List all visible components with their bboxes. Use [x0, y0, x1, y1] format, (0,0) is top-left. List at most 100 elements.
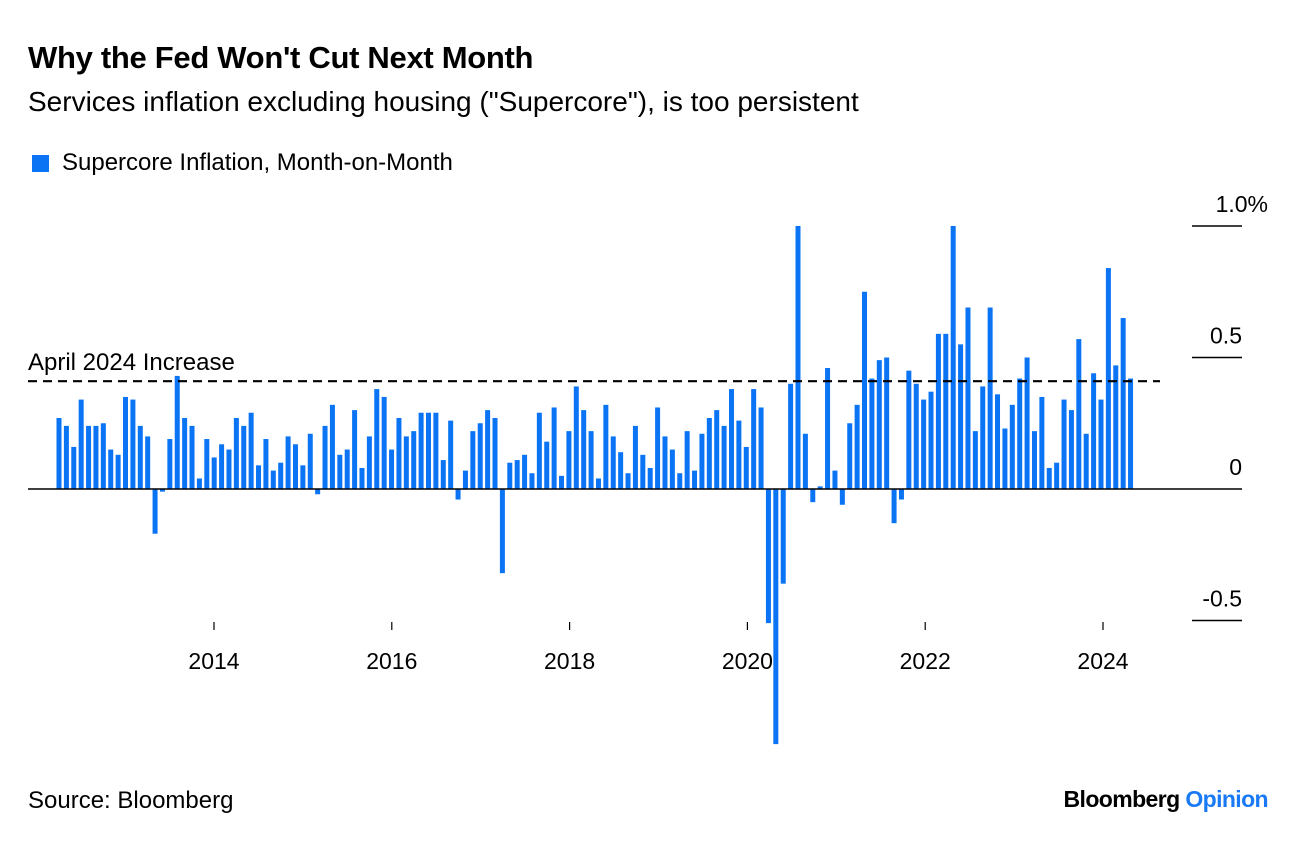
bar: [448, 420, 454, 489]
bar: [359, 467, 365, 489]
bar: [862, 291, 868, 489]
bar: [773, 489, 779, 745]
bloomberg-opinion-logo: Bloomberg Opinion: [1063, 786, 1269, 813]
bar: [1113, 365, 1119, 489]
bar: [743, 446, 749, 489]
bar: [292, 444, 298, 489]
bar: [182, 417, 188, 489]
bar: [440, 460, 446, 489]
bar: [381, 396, 387, 489]
source-note: Source: Bloomberg: [28, 787, 234, 814]
bar: [211, 457, 217, 489]
reference-line-group: April 2024 Increase: [28, 349, 1160, 383]
bar: [1024, 357, 1030, 489]
chart-subtitle: Services inflation excluding housing ("S…: [28, 86, 859, 117]
bar: [115, 454, 121, 489]
bar: [765, 489, 771, 624]
bar: [1091, 373, 1097, 489]
bar: [898, 489, 904, 500]
bar: [507, 462, 513, 489]
bar: [411, 431, 417, 489]
bar: [204, 439, 210, 489]
bar: [832, 470, 838, 489]
bar: [566, 431, 572, 489]
bar: [995, 394, 1001, 489]
bar: [1061, 399, 1067, 489]
bar: [263, 439, 269, 489]
bar: [1002, 428, 1008, 489]
bar: [581, 410, 587, 489]
logo-brand: Bloomberg: [1063, 786, 1181, 812]
bar: [477, 423, 483, 489]
bar: [758, 407, 764, 489]
bar: [285, 436, 291, 489]
bar: [640, 454, 646, 489]
bar: [839, 489, 845, 505]
bar: [63, 425, 69, 489]
bar: [93, 425, 99, 489]
bar: [462, 470, 468, 489]
bar: [921, 399, 927, 489]
bar: [1098, 399, 1104, 489]
bar: [86, 425, 92, 489]
y-tick-label: -0.5: [1202, 586, 1242, 612]
bar: [485, 410, 491, 489]
bar: [344, 449, 350, 489]
y-tick-label: 0: [1229, 454, 1242, 480]
bar: [248, 412, 254, 489]
bar: [1105, 268, 1111, 489]
bar: [588, 431, 594, 489]
bar: [352, 410, 358, 489]
bar: [854, 404, 860, 489]
x-tick-label: 2024: [1077, 648, 1128, 674]
bar: [522, 454, 528, 489]
bar: [950, 226, 956, 489]
bar: [610, 436, 616, 489]
bar: [980, 386, 986, 489]
bar: [736, 420, 742, 489]
x-tick-label: 2020: [722, 648, 773, 674]
logo-opinion: Opinion: [1185, 786, 1268, 812]
bar: [145, 436, 151, 489]
bar: [1031, 431, 1037, 489]
y-tick-label: 0.5: [1210, 323, 1242, 349]
axes-group: 1.0% 0.5 0 -0.5 2014 2016 2018 2020 2022 2024: [28, 191, 1268, 674]
bar: [492, 417, 498, 489]
bar: [802, 433, 808, 489]
x-tick-label: 2014: [188, 648, 239, 674]
bar: [536, 412, 542, 489]
bar: [270, 470, 276, 489]
bar: [322, 425, 328, 489]
bar: [196, 478, 202, 489]
bar: [943, 333, 949, 489]
bar: [906, 370, 912, 489]
bar: [426, 412, 431, 489]
bar: [677, 473, 683, 489]
bars-group: [56, 226, 1134, 745]
bar: [152, 489, 158, 534]
bar: [684, 431, 690, 489]
bar: [714, 410, 720, 489]
bar: [891, 489, 897, 524]
bar: [189, 425, 195, 489]
bar: [595, 478, 601, 489]
bar: [935, 333, 941, 489]
reference-line-label: April 2024 Increase: [28, 349, 235, 376]
bar: [123, 396, 129, 489]
bar: [100, 423, 106, 489]
bar: [241, 425, 247, 489]
bar: [551, 407, 557, 489]
bar: [655, 407, 661, 489]
bar: [1083, 433, 1089, 489]
bar: [884, 357, 890, 489]
bar: [455, 489, 461, 500]
bar: [337, 454, 343, 489]
bar: [847, 423, 853, 489]
x-tick-label: 2022: [900, 648, 951, 674]
bar: [366, 436, 372, 489]
bar: [618, 452, 624, 489]
bar: [559, 475, 565, 489]
bar: [1054, 462, 1060, 489]
bar: [433, 412, 439, 489]
legend-swatch-icon: [32, 154, 49, 172]
